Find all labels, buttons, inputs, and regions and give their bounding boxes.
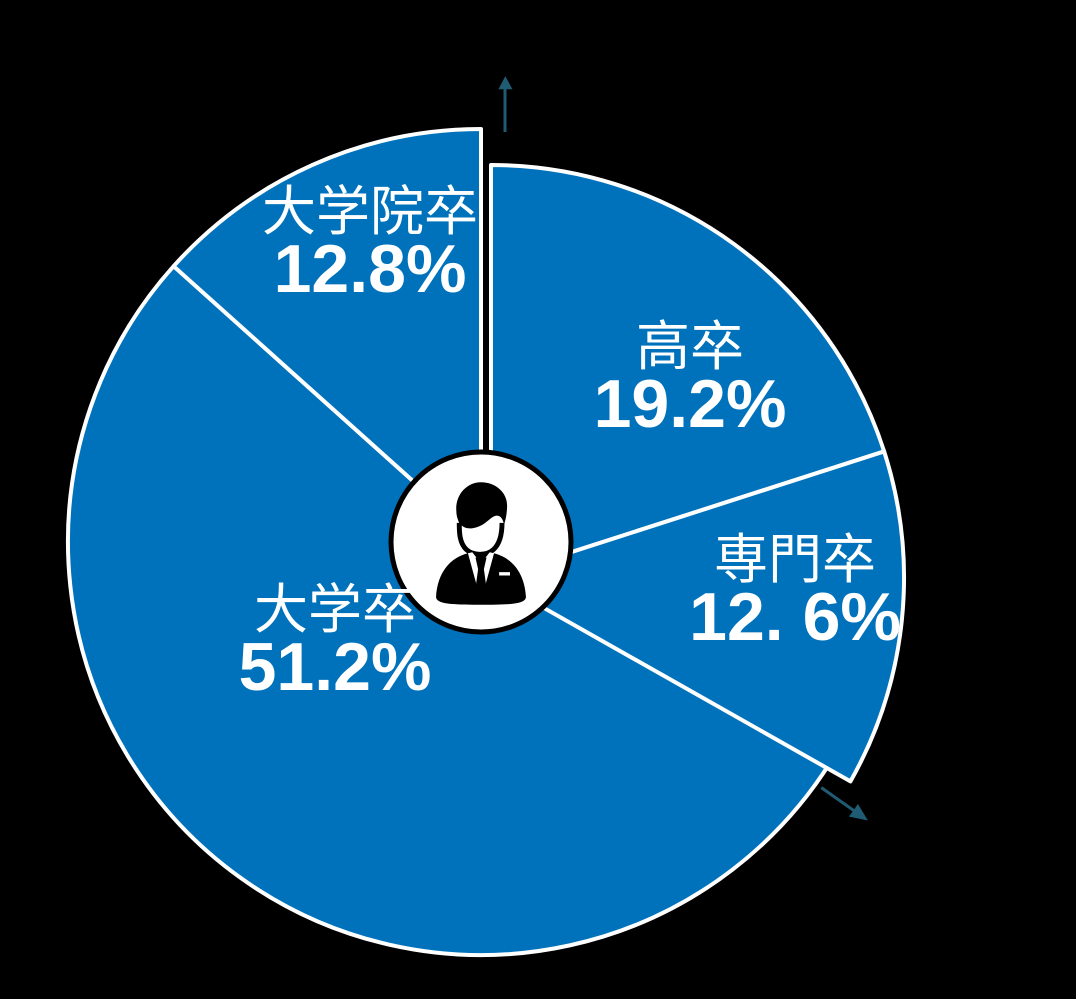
svg-text:12. 6%: 12. 6%	[689, 579, 901, 655]
svg-text:12.8%: 12.8%	[274, 231, 467, 307]
svg-text:51.2%: 51.2%	[239, 629, 432, 705]
svg-text:19.2%: 19.2%	[594, 366, 787, 442]
